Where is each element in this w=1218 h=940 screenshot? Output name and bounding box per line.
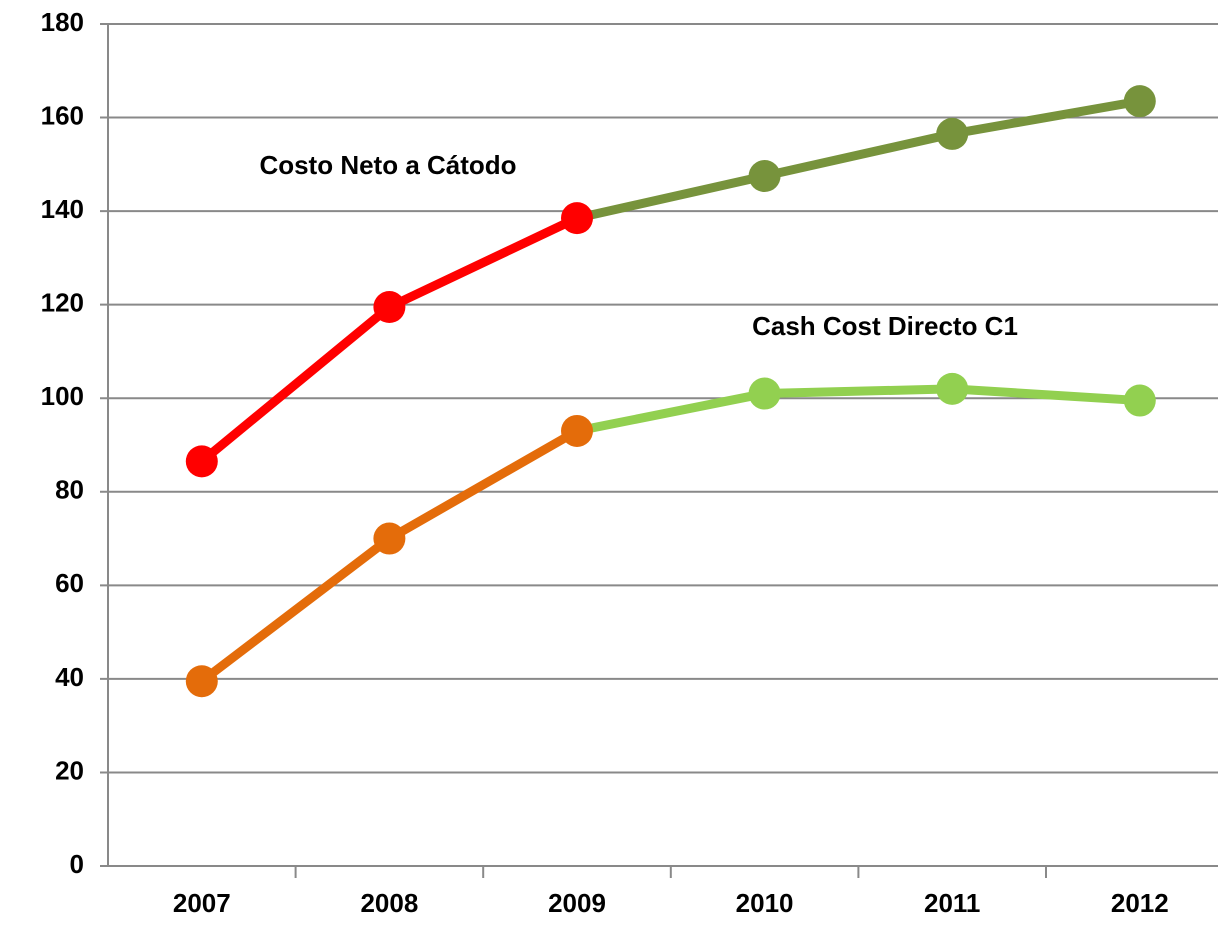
x-tick-label: 2008	[360, 888, 418, 918]
annotation: Costo Neto a Cátodo	[259, 150, 516, 180]
marker	[1123, 85, 1156, 118]
y-tick-label: 80	[55, 475, 84, 505]
y-tick-label: 0	[70, 849, 84, 879]
marker	[373, 291, 406, 324]
x-tick-label: 2012	[1111, 888, 1169, 918]
series-line	[199, 427, 580, 685]
marker	[561, 202, 593, 235]
x-tick-label: 2007	[173, 888, 231, 918]
marker	[185, 445, 218, 478]
marker	[936, 372, 969, 405]
y-tick-label: 100	[41, 381, 84, 411]
y-tick-label: 180	[41, 7, 84, 37]
marker	[748, 377, 781, 410]
x-tick-label: 2009	[548, 888, 606, 918]
marker	[373, 522, 406, 555]
series-line	[198, 214, 579, 465]
marker	[561, 414, 593, 447]
y-tick-label: 140	[41, 194, 84, 224]
series-line	[576, 384, 1141, 436]
y-tick-label: 60	[55, 568, 84, 598]
marker	[936, 117, 969, 150]
x-tick-label: 2010	[736, 888, 794, 918]
series-line	[576, 96, 1141, 223]
x-tick-label: 2011	[924, 888, 980, 918]
annotation: Cash Cost Directo C1	[752, 311, 1018, 341]
marker	[748, 160, 781, 193]
marker	[185, 665, 218, 698]
marker	[1123, 384, 1156, 417]
y-tick-label: 20	[55, 755, 84, 785]
y-tick-label: 160	[41, 100, 84, 130]
y-tick-label: 120	[41, 288, 84, 318]
y-tick-label: 40	[55, 662, 84, 692]
